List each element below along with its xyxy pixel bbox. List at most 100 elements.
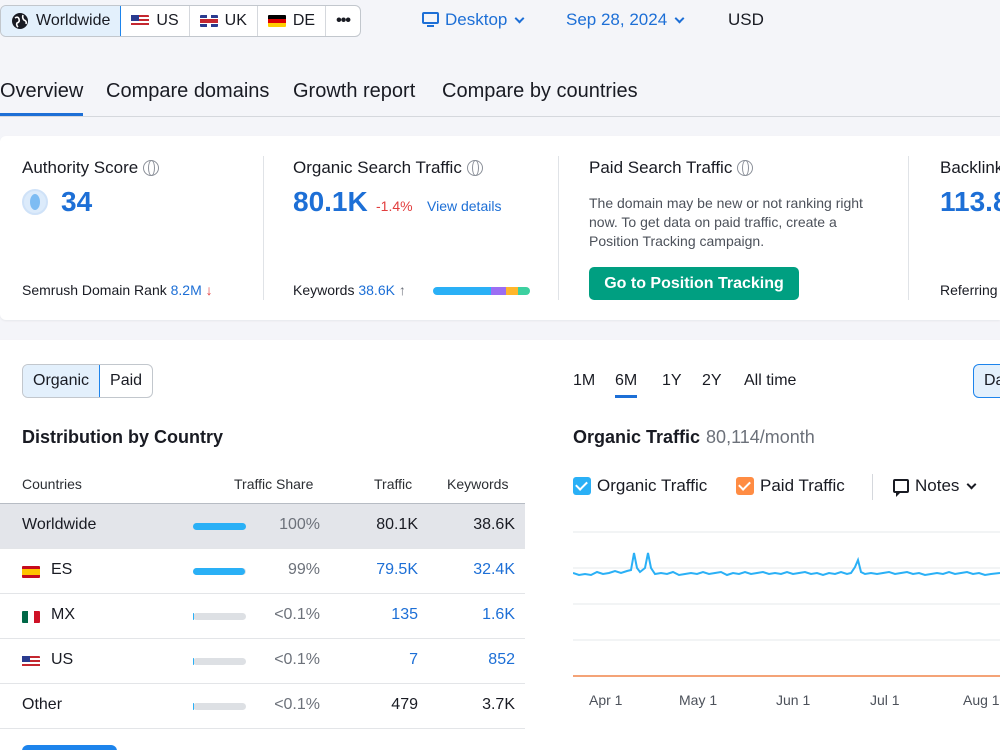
region-label: Worldwide xyxy=(36,12,111,29)
divider xyxy=(558,156,559,300)
traffic-share-value: <0.1% xyxy=(274,606,320,623)
organic-paid-toggle: Organic Paid xyxy=(22,364,154,398)
flag-us-icon xyxy=(131,15,150,27)
authority-score-label: Authority Score xyxy=(22,158,139,177)
checkbox-checked-icon xyxy=(736,477,754,495)
traffic-value[interactable]: 7 xyxy=(409,651,418,668)
chevron-down-icon xyxy=(966,479,977,489)
region-uk-button[interactable]: UK xyxy=(190,6,258,36)
region-worldwide-button[interactable]: Worldwide xyxy=(0,6,122,36)
domain-rank-label: Semrush Domain Rank xyxy=(22,282,167,298)
view-full-report-button[interactable] xyxy=(22,745,117,750)
tab-growth-report[interactable]: Growth report xyxy=(293,80,416,102)
keyword-intent-bar[interactable] xyxy=(433,287,530,295)
table-row[interactable]: Worldwide 100% 80.1K 38.6K xyxy=(0,504,525,549)
table-row[interactable]: MX <0.1% 135 1.6K xyxy=(0,594,525,639)
traffic-share-bar xyxy=(193,613,246,620)
paid-traffic-description: The domain may be new or not ranking rig… xyxy=(589,195,863,249)
keywords-value[interactable]: 1.6K xyxy=(482,606,515,623)
globe-icon xyxy=(12,13,28,29)
legend-organic-traffic-checkbox[interactable]: Organic Traffic xyxy=(573,476,707,496)
authority-score-ring-icon xyxy=(22,189,48,215)
paid-traffic-title: Paid Search Traffic xyxy=(589,158,754,178)
domain-rank: Semrush Domain Rank 8.2M ↓ xyxy=(22,282,213,298)
info-globe-icon[interactable] xyxy=(143,160,160,176)
keywords-value[interactable]: 38.6K xyxy=(358,282,395,298)
traffic-share-value: 100% xyxy=(279,516,320,533)
column-header-countries[interactable]: Countries xyxy=(22,476,82,492)
filter-bar: Worldwide US UK DE ••• Desktop Sep 28, 2… xyxy=(0,0,1000,44)
keywords-label: Keywords xyxy=(293,282,355,298)
view-details-link[interactable]: View details xyxy=(427,198,502,214)
info-globe-icon[interactable] xyxy=(737,160,754,176)
device-dropdown[interactable]: Desktop xyxy=(422,10,525,30)
region-label: DE xyxy=(292,12,316,29)
keywords-value: 3.7K xyxy=(482,696,515,713)
x-tick-label: Jun 1 xyxy=(776,692,811,708)
flag-de-icon xyxy=(267,15,286,27)
table-row[interactable]: US <0.1% 7 852 xyxy=(0,639,525,684)
summary-card: Authority Score 34 Semrush Domain Rank 8… xyxy=(0,136,1000,320)
go-to-position-tracking-button[interactable]: Go to Position Tracking xyxy=(589,267,799,300)
tab-overview[interactable]: Overview xyxy=(0,80,84,116)
organic-traffic-chart[interactable] xyxy=(573,510,1000,690)
organic-traffic-label: Organic Search Traffic xyxy=(293,158,462,177)
region-label: US xyxy=(156,12,179,29)
chart-gridlines xyxy=(573,531,1000,641)
keywords-value[interactable]: 852 xyxy=(488,651,515,668)
toggle-organic-button[interactable]: Organic xyxy=(23,365,101,397)
period-all-time-button[interactable]: All time xyxy=(744,372,797,389)
granularity-button[interactable]: Da xyxy=(973,364,1000,398)
traffic-share-fill xyxy=(193,568,246,575)
traffic-value[interactable]: 79.5K xyxy=(376,561,418,578)
legend-paid-traffic-checkbox[interactable]: Paid Traffic xyxy=(736,476,845,496)
flag-uk-icon xyxy=(199,15,218,27)
period-1y-button[interactable]: 1Y xyxy=(662,372,682,389)
notes-label: Notes xyxy=(915,476,960,495)
flag-mx-icon xyxy=(22,611,40,623)
legend-label: Paid Traffic xyxy=(760,476,845,495)
country-name: US xyxy=(51,651,74,668)
chevron-down-icon xyxy=(674,13,685,23)
traffic-value: 479 xyxy=(391,696,418,713)
traffic-share-bar xyxy=(193,703,246,710)
notes-dropdown[interactable]: Notes xyxy=(893,476,977,497)
column-header-keywords[interactable]: Keywords xyxy=(447,476,509,492)
table-row[interactable]: ES 99% 79.5K 32.4K xyxy=(0,549,525,594)
region-us-button[interactable]: US xyxy=(121,6,190,36)
referring-domains-label: Referring xyxy=(940,282,998,298)
device-label: Desktop xyxy=(445,10,508,29)
keywords-value[interactable]: 32.4K xyxy=(473,561,515,578)
divider xyxy=(263,156,264,300)
date-dropdown[interactable]: Sep 28, 2024 xyxy=(566,10,685,30)
toggle-paid-button[interactable]: Paid xyxy=(110,372,143,389)
keywords-value: 38.6K xyxy=(473,516,515,533)
info-globe-icon[interactable] xyxy=(466,160,483,176)
organic-traffic-delta: -1.4% xyxy=(376,198,413,214)
period-1m-button[interactable]: 1M xyxy=(573,372,596,389)
backlinks-value[interactable]: 113.8 xyxy=(940,186,1000,217)
period-2y-button[interactable]: 2Y xyxy=(702,372,722,389)
intent-segment-informational xyxy=(433,287,491,295)
traffic-value[interactable]: 135 xyxy=(391,606,418,623)
more-regions-button[interactable]: ••• xyxy=(326,6,360,36)
authority-score-value: 34 xyxy=(61,186,93,217)
column-header-traffic[interactable]: Traffic xyxy=(374,476,413,492)
organic-traffic-value[interactable]: 80.1K xyxy=(293,186,368,217)
keywords-summary: Keywords 38.6K ↑ xyxy=(293,282,406,298)
period-6m-button[interactable]: 6M xyxy=(615,372,638,398)
table-row[interactable]: Other <0.1% 479 3.7K xyxy=(0,684,525,729)
region-label: UK xyxy=(224,12,247,29)
region-selector: Worldwide US UK DE ••• xyxy=(0,5,361,37)
traffic-share-bar xyxy=(193,568,246,575)
tab-compare-domains[interactable]: Compare domains xyxy=(106,80,270,102)
region-de-button[interactable]: DE xyxy=(258,6,327,36)
tab-compare-by-countries[interactable]: Compare by countries xyxy=(442,80,638,102)
checkbox-checked-icon xyxy=(573,477,591,495)
legend-label: Organic Traffic xyxy=(597,476,708,495)
column-header-traffic-share[interactable]: Traffic Share xyxy=(234,476,314,492)
domain-rank-value[interactable]: 8.2M xyxy=(170,282,202,298)
date-label: Sep 28, 2024 xyxy=(566,10,668,29)
organic-traffic-series-line xyxy=(573,552,1000,577)
x-tick-label: May 1 xyxy=(679,692,718,708)
